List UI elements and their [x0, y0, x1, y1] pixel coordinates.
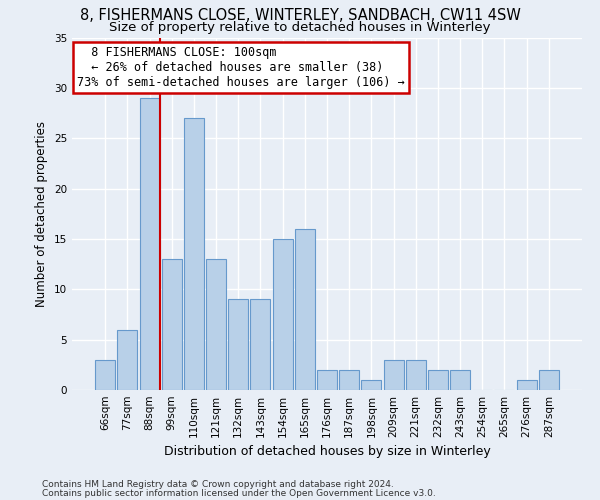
Bar [317, 370, 337, 390]
Bar [250, 300, 271, 390]
Y-axis label: Number of detached properties: Number of detached properties [35, 120, 49, 306]
Text: Size of property relative to detached houses in Winterley: Size of property relative to detached ho… [109, 21, 491, 34]
Text: 8 FISHERMANS CLOSE: 100sqm
  ← 26% of detached houses are smaller (38)
73% of se: 8 FISHERMANS CLOSE: 100sqm ← 26% of deta… [77, 46, 405, 90]
Bar [450, 370, 470, 390]
Bar [162, 259, 182, 390]
Bar [361, 380, 382, 390]
Bar [272, 239, 293, 390]
Bar [428, 370, 448, 390]
Text: Contains public sector information licensed under the Open Government Licence v3: Contains public sector information licen… [42, 488, 436, 498]
Bar [118, 330, 137, 390]
Bar [539, 370, 559, 390]
Bar [383, 360, 404, 390]
X-axis label: Distribution of detached houses by size in Winterley: Distribution of detached houses by size … [164, 446, 490, 458]
Text: 8, FISHERMANS CLOSE, WINTERLEY, SANDBACH, CW11 4SW: 8, FISHERMANS CLOSE, WINTERLEY, SANDBACH… [80, 8, 520, 22]
Bar [517, 380, 536, 390]
Bar [406, 360, 426, 390]
Bar [295, 229, 315, 390]
Text: Contains HM Land Registry data © Crown copyright and database right 2024.: Contains HM Land Registry data © Crown c… [42, 480, 394, 489]
Bar [184, 118, 204, 390]
Bar [339, 370, 359, 390]
Bar [228, 300, 248, 390]
Bar [95, 360, 115, 390]
Bar [140, 98, 160, 390]
Bar [206, 259, 226, 390]
